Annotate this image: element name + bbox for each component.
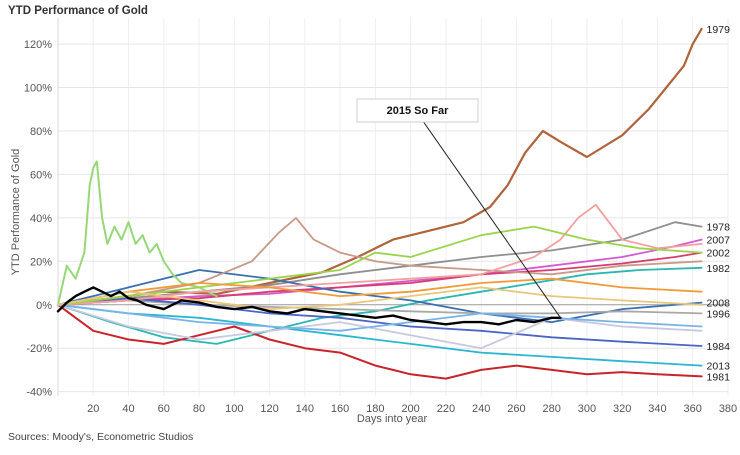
year-label-2007: 2007 — [707, 235, 731, 247]
series-line — [57, 303, 703, 332]
source-note: Sources: Moody's, Econometric Studios — [8, 431, 194, 443]
series-line — [57, 277, 703, 306]
y-axis-title: YTD Performance of Gold — [10, 149, 22, 276]
series-line-2008 — [57, 269, 703, 323]
x-tick-label: 180 — [366, 403, 384, 415]
series-line-1979 — [56, 27, 703, 306]
x-tick-label: 40 — [122, 403, 134, 415]
year-label-2002: 2002 — [707, 248, 731, 260]
series-line — [57, 286, 703, 310]
x-tick-label: 280 — [543, 403, 561, 415]
x-tick-label: 100 — [225, 403, 243, 415]
series-line — [57, 160, 218, 306]
x-tick-label: 240 — [472, 403, 490, 415]
series-line — [56, 286, 562, 326]
x-tick-label: 260 — [507, 403, 525, 415]
y-tick-label: 0% — [36, 300, 52, 312]
x-tick-label: 140 — [296, 403, 314, 415]
y-tick-label: -20% — [26, 343, 52, 355]
y-axis-ticks: -40% -20% 0% 20% 40% 60% 80% 100% 120% — [24, 39, 52, 399]
y-tick-label: 80% — [30, 126, 52, 138]
x-tick-label: 200 — [401, 403, 419, 415]
x-tick-label: 120 — [260, 403, 278, 415]
annotation-callout: 2015 So Far — [356, 98, 561, 319]
year-label-2013: 2013 — [707, 361, 731, 373]
year-label-1981: 1981 — [707, 371, 731, 383]
series-line-1996 — [57, 299, 703, 315]
x-tick-label: 320 — [613, 403, 631, 415]
x-axis-ticks: 20 40 60 80 100 120 140 160 180 200 220 240 260 280 30… — [87, 403, 737, 415]
year-label-1984: 1984 — [707, 341, 731, 353]
x-tick-label: 360 — [684, 403, 702, 415]
series-line-1981 — [57, 303, 703, 380]
y-tick-label: 60% — [30, 169, 52, 181]
year-label-1979: 1979 — [707, 24, 731, 36]
chart-title: YTD Performance of Gold — [8, 5, 148, 17]
year-label-1978: 1978 — [707, 222, 731, 234]
x-tick-label: 380 — [719, 403, 737, 415]
y-tick-label: 100% — [24, 83, 52, 95]
gridlines — [57, 18, 729, 396]
series-line — [57, 303, 703, 350]
series-line — [57, 217, 703, 306]
x-tick-label: 220 — [437, 403, 455, 415]
series-line-1984 — [57, 297, 703, 347]
x-tick-label: 80 — [193, 403, 205, 415]
x-axis-title: Days into year — [357, 413, 428, 425]
y-tick-label: 120% — [24, 39, 52, 51]
y-tick-label: 20% — [30, 256, 52, 268]
x-tick-label: 60 — [158, 403, 170, 415]
year-label-2008: 2008 — [707, 298, 731, 310]
callout-label: 2015 So Far — [387, 105, 449, 117]
series-line-2002 — [57, 251, 703, 306]
x-tick-label: 340 — [648, 403, 666, 415]
y-tick-label: -40% — [26, 387, 52, 399]
series-lines — [56, 27, 703, 380]
x-tick-label: 300 — [578, 403, 596, 415]
callout-box — [356, 98, 479, 123]
callout-leader-line — [423, 121, 561, 319]
x-tick-label: 20 — [87, 403, 99, 415]
series-line — [57, 203, 703, 306]
series-line-2013 — [57, 303, 703, 367]
year-label-1996: 1996 — [707, 308, 731, 320]
series-line — [57, 225, 703, 306]
series-line-1982 — [57, 266, 703, 345]
y-tick-label: 40% — [30, 213, 52, 225]
x-tick-label: 160 — [331, 403, 349, 415]
year-label-1982: 1982 — [707, 263, 731, 275]
